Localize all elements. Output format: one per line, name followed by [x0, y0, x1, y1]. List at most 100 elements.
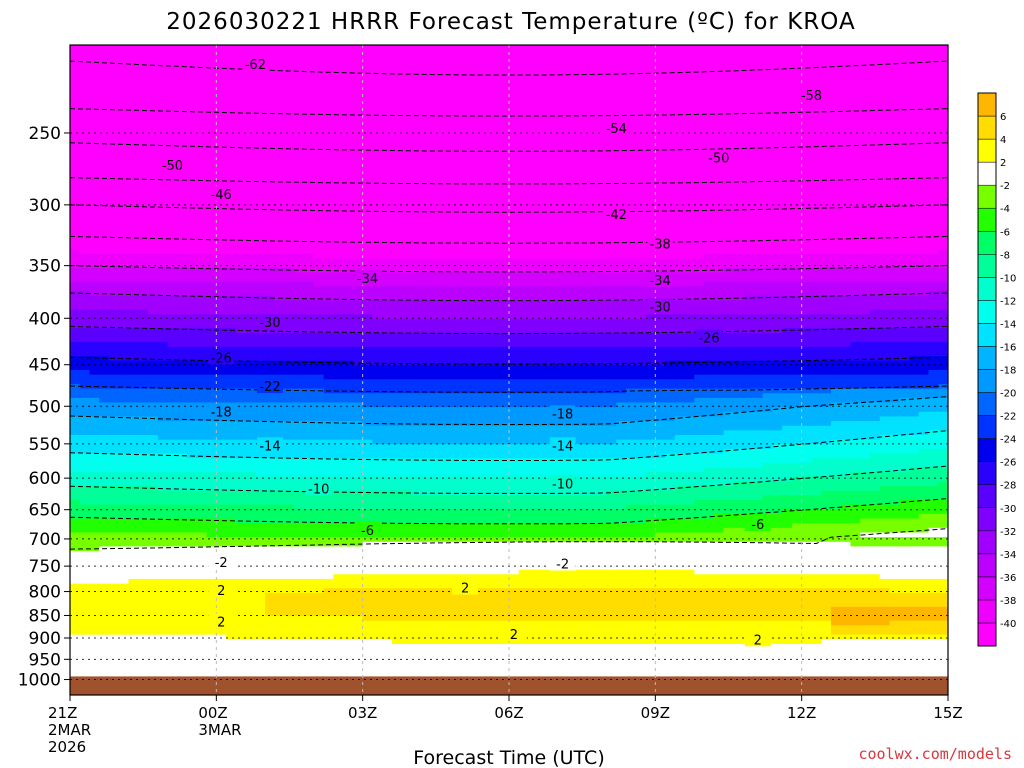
heatmap-cell	[138, 156, 148, 161]
heatmap-cell	[753, 91, 763, 96]
heatmap-cell	[743, 64, 753, 69]
heatmap-cell	[470, 82, 480, 87]
heatmap-cell	[431, 254, 441, 259]
heatmap-cell	[460, 226, 470, 231]
heatmap-cell	[850, 87, 860, 92]
heatmap-cell	[655, 96, 665, 101]
heatmap-cell	[207, 45, 217, 50]
heatmap-cell	[314, 277, 324, 282]
heatmap-cell	[421, 184, 431, 189]
heatmap-cell	[450, 286, 460, 291]
heatmap-cell	[919, 166, 929, 171]
heatmap-cell	[119, 133, 129, 138]
heatmap-cell	[607, 156, 617, 161]
heatmap-cell	[753, 119, 763, 124]
heatmap-cell	[733, 249, 743, 254]
heatmap-cell	[558, 82, 568, 87]
heatmap-cell	[763, 115, 773, 120]
heatmap-cell	[402, 254, 412, 259]
heatmap-cell	[216, 50, 226, 55]
heatmap-cell	[772, 87, 782, 92]
heatmap-cell	[324, 259, 334, 264]
heatmap-cell	[743, 143, 753, 148]
heatmap-cell	[499, 166, 509, 171]
heatmap-cell	[587, 245, 597, 250]
heatmap-cell	[655, 180, 665, 185]
heatmap-cell	[802, 105, 812, 110]
heatmap-cell	[80, 282, 90, 287]
heatmap-cell	[158, 235, 168, 240]
heatmap-cell	[655, 152, 665, 157]
heatmap-cell	[577, 54, 587, 59]
heatmap-cell	[577, 82, 587, 87]
heatmap-cell	[246, 138, 256, 143]
heatmap-cell	[80, 133, 90, 138]
heatmap-cell	[158, 152, 168, 157]
heatmap-cell	[626, 249, 636, 254]
heatmap-cell	[402, 277, 412, 282]
heatmap-cell	[70, 282, 80, 287]
heatmap-cell	[558, 166, 568, 171]
heatmap-cell	[246, 175, 256, 180]
heatmap-cell	[772, 45, 782, 50]
heatmap-cell	[646, 152, 656, 157]
heatmap-cell	[626, 180, 636, 185]
heatmap-cell	[207, 91, 217, 96]
heatmap-cell	[265, 217, 275, 222]
heatmap-cell	[685, 105, 695, 110]
heatmap-cell	[724, 189, 734, 194]
heatmap-cell	[509, 59, 519, 64]
heatmap-cell	[938, 156, 948, 161]
heatmap-cell	[743, 152, 753, 157]
heatmap-cell	[197, 259, 207, 264]
heatmap-cell	[850, 138, 860, 143]
heatmap-cell	[402, 291, 412, 296]
heatmap-cell	[538, 138, 548, 143]
heatmap-cell	[158, 277, 168, 282]
heatmap-cell	[421, 212, 431, 217]
heatmap-cell	[294, 138, 304, 143]
heatmap-cell	[382, 143, 392, 148]
heatmap-cell	[294, 189, 304, 194]
heatmap-cell	[558, 268, 568, 273]
heatmap-cell	[909, 180, 919, 185]
heatmap-cell	[207, 245, 217, 250]
heatmap-cell	[148, 45, 158, 50]
heatmap-cell	[99, 91, 109, 96]
heatmap-cell	[938, 54, 948, 59]
heatmap-cell	[285, 50, 295, 55]
heatmap-cell	[870, 291, 880, 296]
heatmap-cell	[714, 184, 724, 189]
heatmap-cell	[216, 277, 226, 282]
heatmap-cell	[119, 152, 129, 157]
heatmap-cell	[109, 254, 119, 259]
heatmap-cell	[597, 245, 607, 250]
heatmap-cell	[685, 273, 695, 278]
heatmap-cell	[480, 217, 490, 222]
heatmap-cell	[782, 156, 792, 161]
heatmap-cell	[607, 110, 617, 115]
heatmap-cell	[333, 91, 343, 96]
heatmap-cell	[860, 254, 870, 259]
heatmap-cell	[509, 133, 519, 138]
heatmap-cell	[636, 291, 646, 296]
heatmap-cell	[587, 124, 597, 129]
heatmap-cell	[246, 50, 256, 55]
heatmap-cell	[138, 54, 148, 59]
heatmap-cell	[431, 212, 441, 217]
heatmap-cell	[470, 50, 480, 55]
heatmap-cell	[275, 96, 285, 101]
heatmap-cell	[129, 87, 139, 92]
heatmap-cell	[850, 245, 860, 250]
heatmap-cell	[148, 268, 158, 273]
heatmap-cell	[772, 82, 782, 87]
heatmap-cell	[763, 249, 773, 254]
heatmap-cell	[177, 245, 187, 250]
heatmap-cell	[841, 101, 851, 106]
heatmap-cell	[655, 175, 665, 180]
heatmap-cell	[733, 59, 743, 64]
heatmap-cell	[646, 226, 656, 231]
heatmap-cell	[187, 286, 197, 291]
heatmap-cell	[938, 221, 948, 226]
heatmap-cell	[187, 138, 197, 143]
